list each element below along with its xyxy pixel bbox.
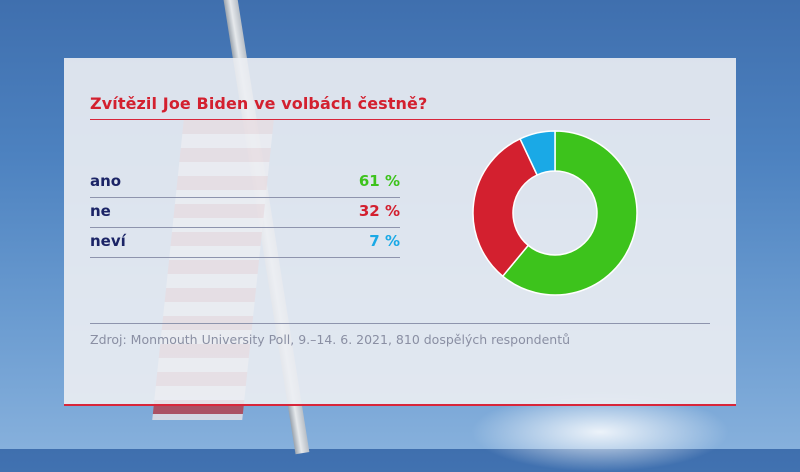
source-note: Zdroj: Monmouth University Poll, 9.–14. …: [90, 332, 571, 347]
legend-label: ano: [90, 172, 122, 190]
donut-slice-ne: [472, 137, 539, 278]
donut-chart: [472, 130, 638, 296]
donut-slice-neví: [519, 130, 556, 176]
legend-label: neví: [90, 232, 126, 250]
legend-row-nevi: neví 7 %: [90, 228, 400, 258]
legend-value: 7 %: [369, 232, 400, 250]
legend-row-ne: ne 32 %: [90, 198, 400, 228]
legend-value: 61 %: [358, 172, 400, 190]
title-divider: [90, 119, 710, 120]
legend-value: 32 %: [358, 202, 400, 220]
legend-list: ano 61 % ne 32 % neví 7 %: [90, 168, 400, 258]
legend-label: ne: [90, 202, 111, 220]
source-divider: [90, 323, 710, 324]
chart-title: Zvítězil Joe Biden ve volbách čestně?: [90, 94, 428, 113]
chart-card: Zvítězil Joe Biden ve volbách čestně? an…: [64, 58, 736, 406]
legend-row-ano: ano 61 %: [90, 168, 400, 198]
donut-slice-ano: [501, 130, 638, 296]
